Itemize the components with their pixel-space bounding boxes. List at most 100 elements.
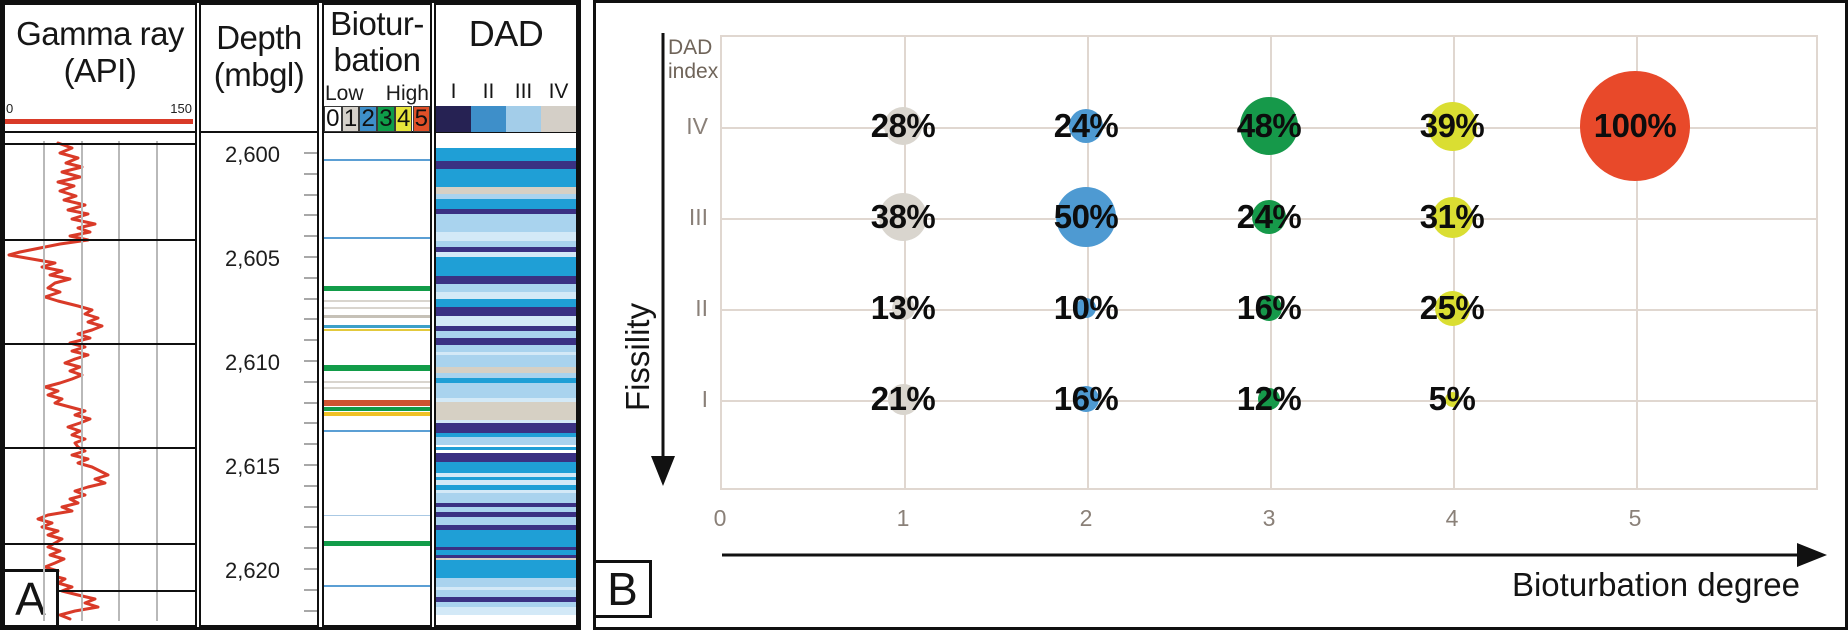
dad-stripe [436, 550, 576, 555]
bioturbation-event-line [324, 541, 430, 546]
bioturbation-column-title: Biotur- bation [322, 5, 432, 79]
bioturbation-scale-cell: 1 [341, 105, 360, 132]
gamma-column-title: Gamma ray (API) [3, 15, 197, 90]
dad-stripe [436, 453, 576, 462]
depth-tick [304, 401, 317, 404]
depth-tick [304, 526, 317, 529]
plot-vertical-gridline [1636, 37, 1638, 488]
dad-stripe [436, 247, 576, 252]
dad-stripe [436, 503, 576, 507]
panel-b-label: B [607, 563, 638, 615]
depth-tick [304, 464, 317, 466]
depth-tick [304, 547, 317, 550]
dad-stripe [436, 331, 576, 338]
bubble-value-label: 100% [1593, 107, 1677, 144]
bioturbation-event-line [324, 407, 430, 411]
gamma-gridline [156, 141, 158, 621]
dad-index-axis-title: DAD index [668, 36, 718, 84]
dad-stripe [436, 473, 576, 477]
panel-b-corner-box: B [593, 560, 652, 618]
dad-stripe [436, 292, 576, 299]
depth-label: 2,610 [224, 350, 281, 375]
depth-tick [304, 484, 317, 487]
depth-column-title: Depth (mbgl) [199, 19, 319, 94]
depth-label: 2,615 [224, 454, 281, 479]
bioturbation-event-line [324, 325, 430, 328]
depth-tick [304, 422, 317, 425]
bioturbation-event-line [324, 315, 430, 318]
dad-stripe [436, 232, 576, 241]
dad-stripe [436, 530, 576, 547]
bioturbation-column-box [322, 3, 432, 627]
depth-tick [304, 214, 317, 217]
dad-stripe [436, 276, 576, 284]
dad-stripe [436, 307, 576, 316]
gamma-scale-min: 0 [6, 101, 14, 116]
bubble [1444, 391, 1460, 407]
dad-stripe [436, 555, 576, 558]
depth-column-box [199, 3, 319, 627]
dad-stripe [436, 398, 576, 402]
bubble-value-label: 13% [870, 289, 936, 326]
dad-stripe [436, 512, 576, 517]
bubble [1580, 71, 1690, 181]
depth-tick [304, 276, 317, 279]
dad-stripe [436, 490, 576, 493]
dad-stripe [436, 447, 576, 450]
bioturbation-event-line [324, 387, 430, 389]
bioturbation-title-line2: bation [333, 41, 421, 79]
dad-colorbar-segment [436, 106, 471, 132]
dad-stripe [436, 445, 576, 447]
dad-stripe [436, 284, 576, 292]
dad-colorbar-segment [541, 106, 576, 132]
dad-stripe [436, 194, 576, 199]
dad-stripe [436, 558, 576, 560]
bubble [1434, 290, 1470, 326]
dad-stripe [436, 241, 576, 247]
bubble-value-label: 28% [870, 107, 936, 144]
dad-column-title: DAD [468, 13, 544, 54]
bioturbation-low-label: Low [325, 82, 364, 105]
plot-vertical-gridline [904, 37, 906, 488]
y-tick-label: I [701, 386, 708, 412]
panel-a-corner-box: A [2, 569, 59, 628]
gamma-curve-line [7, 141, 110, 621]
fissility-axis-label: Fissility [619, 302, 656, 412]
dad-stripe [436, 373, 576, 378]
bubble [1256, 295, 1282, 321]
dad-stripe [436, 383, 576, 398]
bubble-value-label: 24% [1236, 198, 1302, 235]
dad-header-divider [434, 131, 578, 133]
bubble [1431, 196, 1473, 238]
bioturbation-event-line [324, 365, 430, 371]
depth-tick [304, 609, 317, 612]
depth-tick [304, 318, 317, 321]
bioturbation-event-line [324, 381, 430, 383]
bubble [1056, 187, 1116, 247]
bubble [1252, 200, 1286, 234]
dad-stripe [436, 420, 576, 423]
depth-tick [304, 360, 317, 362]
bubble-value-label: 21% [870, 380, 936, 417]
bubble-value-label: 48% [1236, 107, 1302, 144]
depth-title-line2: (mbgl) [213, 55, 305, 93]
dad-stripe [436, 252, 576, 257]
dad-stripe [436, 590, 576, 597]
dad-stripe [436, 615, 576, 622]
dad-stripe [436, 402, 576, 420]
gamma-scale-line [5, 119, 193, 124]
depth-tick [304, 380, 317, 383]
dad-colorbar-segment [506, 106, 541, 132]
gamma-section-line [3, 447, 197, 449]
dad-stripe [436, 437, 576, 445]
bioturbation-event-line [324, 300, 430, 302]
depth-tick [304, 193, 317, 196]
bioturbation-event-line [324, 159, 430, 161]
x-tick-label: 1 [896, 505, 910, 531]
dad-stripe [436, 462, 576, 473]
gamma-gridline [118, 141, 120, 621]
depth-tick [304, 568, 317, 570]
gamma-log-curve [7, 141, 110, 621]
bubble-value-label: 50% [1053, 198, 1119, 235]
depth-tick [304, 172, 317, 175]
